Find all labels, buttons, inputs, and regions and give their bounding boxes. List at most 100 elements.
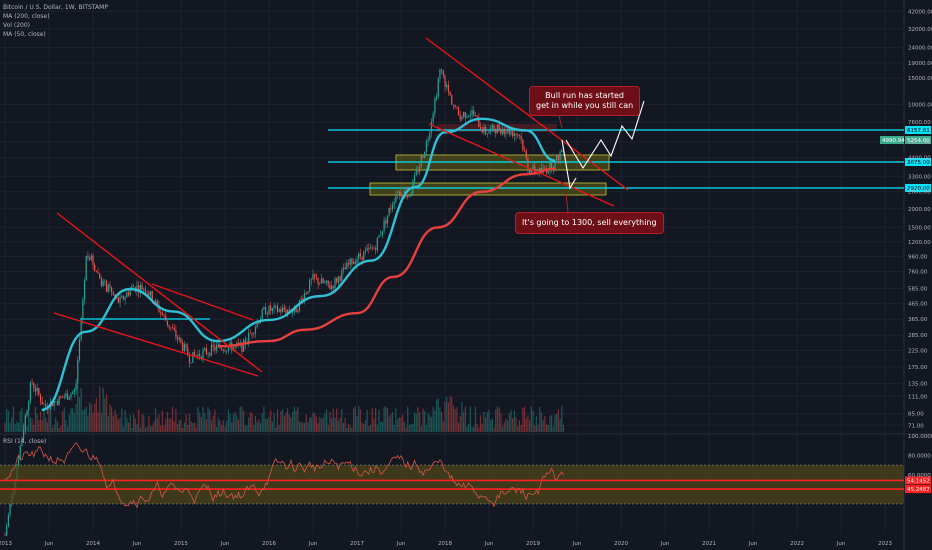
candle-body [271,308,273,311]
candle-body [53,401,55,407]
candle-body [378,235,380,238]
candle-body [530,170,532,174]
volume-bar [193,422,196,432]
candle-body [280,309,282,313]
price-tick-label: 285.00 [908,333,928,339]
price-tick-label: 2600.00 [908,190,931,196]
candle-body [329,284,331,290]
candle-body [551,161,553,170]
candle-body [395,194,397,202]
volume-bar [341,409,343,432]
volume-bar [222,420,224,432]
candle-body [80,319,82,340]
volume-bar [388,416,390,432]
volume-bar [432,406,434,432]
candle-body [320,278,323,284]
volume-bar [376,424,378,432]
volume-bar [111,406,113,432]
candle-body [241,342,243,352]
volume-bar [446,396,448,432]
volume-bar [459,415,461,432]
candle-body [65,393,67,398]
candle-body [534,165,536,173]
candle-body [36,387,38,392]
volume-bar [144,427,147,432]
price-tick-label: 365.00 [908,317,928,323]
price-tick-label: 1500.00 [908,225,931,231]
volume-bar [241,406,243,432]
indicator-vol[interactable]: Vol (200) [3,22,31,29]
candle-body [97,272,99,274]
volume-bar [67,426,69,432]
volume-bar [498,407,500,432]
candle-body [131,286,133,290]
volume-bar [547,425,549,432]
volume-bar [197,407,199,432]
candle-body [452,104,455,106]
volume-bar [63,407,65,432]
volume-bar [347,423,350,432]
candle-body [376,237,378,251]
candle-body [461,116,463,120]
volume-bar [452,405,455,432]
candle-body [17,459,20,468]
candle-body [532,165,534,171]
candle-body [415,171,417,176]
volume-bar [41,420,43,432]
bull-callout: Bull run has started get in while you st… [529,86,641,116]
candle-body [556,154,558,160]
volume-bar [80,388,82,432]
candle-body [310,279,312,281]
candle-body [417,171,419,173]
candle-body [525,150,527,159]
rsi-level-tag [905,485,931,494]
candle-body [29,382,31,402]
rsi-title[interactable]: RSI (14, close) [3,438,47,445]
candle-body [67,393,69,400]
volume-bar [268,416,270,432]
time-tick-label: Jun [132,541,142,547]
volume-bar [171,406,174,432]
volume-bar [155,408,157,432]
volume-bar [205,419,207,432]
volume-bar [61,411,64,432]
volume-bar [253,425,255,432]
volume-bar [334,417,336,432]
candle-body [9,504,11,515]
rsi-tick-label: 60.0000 [908,473,931,479]
volume-bar [500,413,502,432]
candle-body [151,291,153,303]
ma50-line [41,117,556,412]
candle-body [217,344,219,346]
indicator-ma200[interactable]: MA (200, close) [3,13,50,20]
volume-bar [29,417,31,432]
price-tick-label: 5600.00 [908,140,931,146]
volume-bar [139,427,141,432]
candle-body [337,276,339,283]
last-price-tag [905,136,931,144]
volume-bar [281,409,284,432]
volume-bar [290,417,292,432]
candle-body [28,401,30,411]
candle-body [476,115,478,118]
volume-bar [449,396,451,432]
volume-bar [192,423,194,432]
price-level-label: 2920.00 [907,186,930,192]
candle-body [425,141,427,153]
volume-bar [190,421,192,432]
candle-body [195,355,197,357]
volume-bar [143,414,145,432]
volume-bar [471,427,473,432]
price-tick-label: 15000.00 [908,76,932,82]
candle-body [471,110,473,115]
candle-body [138,285,140,293]
volume-bar [419,412,421,432]
volume-bar [385,406,387,432]
indicator-ma50[interactable]: MA (50, close) [3,31,46,38]
candle-body [466,116,468,118]
volume-bar [263,406,265,432]
volume-bar [523,406,526,432]
candle-body [517,134,519,136]
candle-body [251,333,253,335]
